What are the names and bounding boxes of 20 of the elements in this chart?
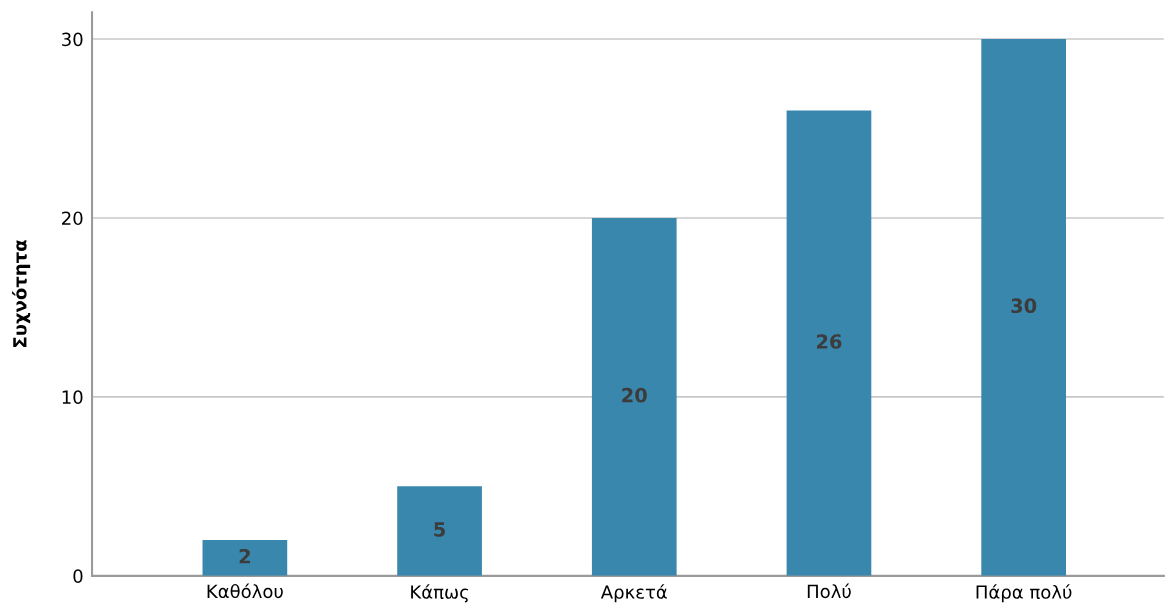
bar [202,540,288,576]
x-tick-label: Καθόλου [207,583,283,599]
x-tick-label: Πολύ [807,583,851,599]
x-tick-label: Αρκετά [600,584,667,603]
data-label: 20 [622,387,647,403]
bar [981,39,1066,576]
bar [591,217,677,576]
y-tick-label: 20 [62,211,83,226]
x-tick-label: Πάρα πολύ [976,584,1072,603]
y-tick-label: 0 [73,569,83,583]
data-label: 5 [434,522,445,537]
bar [397,486,482,576]
data-label: 26 [816,334,842,349]
bar [786,110,872,576]
data-label: 30 [1011,298,1037,314]
x-tick-label: Κάπως [411,584,468,603]
y-tick-label: 10 [62,390,83,405]
data-label: 2 [239,548,250,564]
y-axis-title: Συχνότητα [11,240,31,347]
y-tick-label: 30 [62,32,83,47]
